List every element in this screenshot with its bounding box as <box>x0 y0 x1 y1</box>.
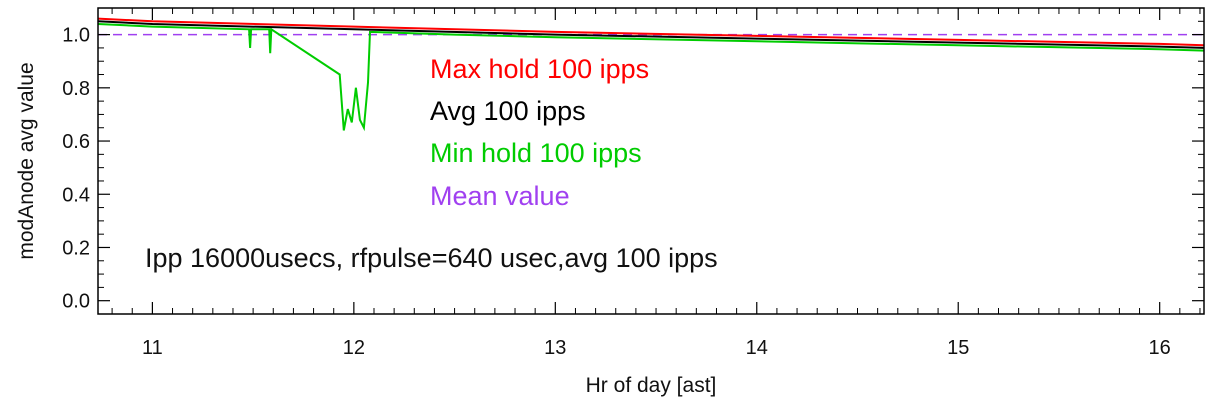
series-line-avg-100-ipps <box>97 20 1205 49</box>
legend-entry-min-hold-100-ipps: Min hold 100 ipps <box>430 138 642 168</box>
series-layer <box>97 17 1205 132</box>
x-tick-label: 12 <box>343 337 365 359</box>
x-tick-label: 15 <box>947 337 969 359</box>
x-tick-label: 13 <box>544 337 566 359</box>
y-tick-label: 0.2 <box>62 237 90 259</box>
annotation-text: Ipp 16000usecs, rfpulse=640 usec,avg 100… <box>145 243 718 273</box>
series-line-min-hold-100-ipps <box>97 23 1205 132</box>
y-tick-label: 0.6 <box>62 131 90 153</box>
y-tick-label: 0.8 <box>62 78 90 100</box>
x-tick-label: 14 <box>746 337 768 359</box>
legend-entry-max-hold-100-ipps: Max hold 100 ipps <box>430 54 649 84</box>
y-axis-label: modAnode avg value <box>15 62 38 259</box>
y-tick-label: 1.0 <box>62 25 90 47</box>
legend-entry-mean-value: Mean value <box>430 181 570 211</box>
axes-layer: 11 12 13 14 15 16 0.0 0.2 0.4 0.6 0.8 1.0 <box>62 8 1204 359</box>
legend-entry-avg-100-ipps: Avg 100 ipps <box>430 96 586 126</box>
x-axis-label: Hr of day [ast] <box>586 374 717 397</box>
y-tick-label: 0.4 <box>62 184 90 206</box>
y-tick-label: 0.0 <box>62 291 90 313</box>
x-tick-label: 11 <box>142 337 163 359</box>
plot-frame <box>97 7 1205 315</box>
x-tick-label: 16 <box>1149 337 1171 359</box>
legend: Max hold 100 ipps Avg 100 ipps Min hold 10… <box>430 54 649 211</box>
series-line-max-hold-100-ipps <box>97 17 1205 47</box>
